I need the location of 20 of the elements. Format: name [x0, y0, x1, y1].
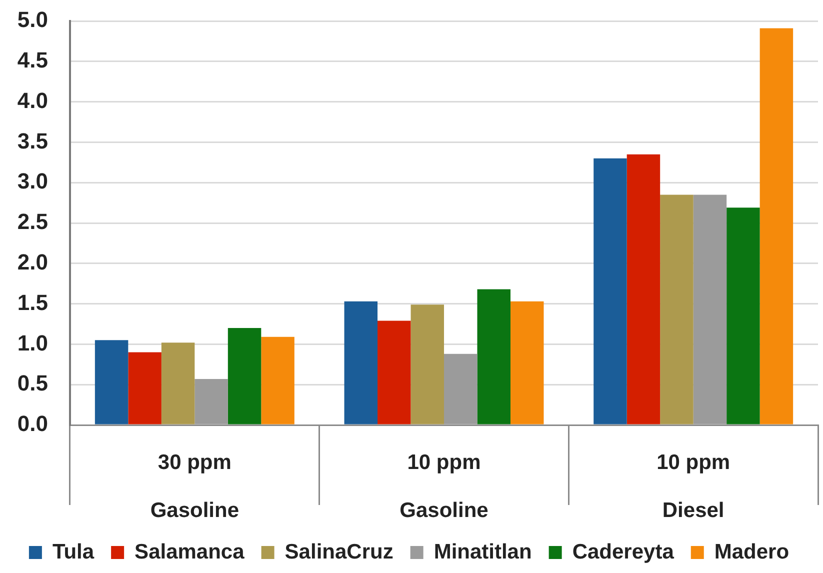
y-tick-label: 3.0 — [17, 168, 48, 194]
y-tick-label: 4.5 — [17, 47, 48, 72]
category-label: 10 ppm Diesel — [656, 450, 730, 522]
y-tick-label: 0.5 — [17, 370, 48, 396]
y-tick-label: 5.0 — [17, 7, 48, 32]
legend-label: Minatitlan — [434, 540, 532, 564]
y-tick-label: 1.0 — [17, 330, 48, 356]
y-tick-label: 3.5 — [17, 128, 48, 154]
y-tick-label: 1.5 — [17, 290, 48, 315]
legend-label: Cadereyta — [572, 540, 674, 564]
category-label: 10 ppm Gasoline — [400, 450, 488, 522]
category-label: 30 ppm Gasoline — [150, 450, 240, 522]
legend-label: Tula — [52, 540, 94, 564]
y-tick-label: 2.0 — [17, 249, 48, 274]
y-tick-label: 0.0 — [17, 411, 48, 436]
y-tick-label: 2.5 — [17, 209, 48, 234]
legend-label: Salamanca — [134, 540, 245, 564]
y-tick-label: 4.0 — [17, 88, 48, 113]
legend-label: Madero — [714, 540, 790, 564]
legend-label: SalinaCruz — [284, 540, 394, 564]
